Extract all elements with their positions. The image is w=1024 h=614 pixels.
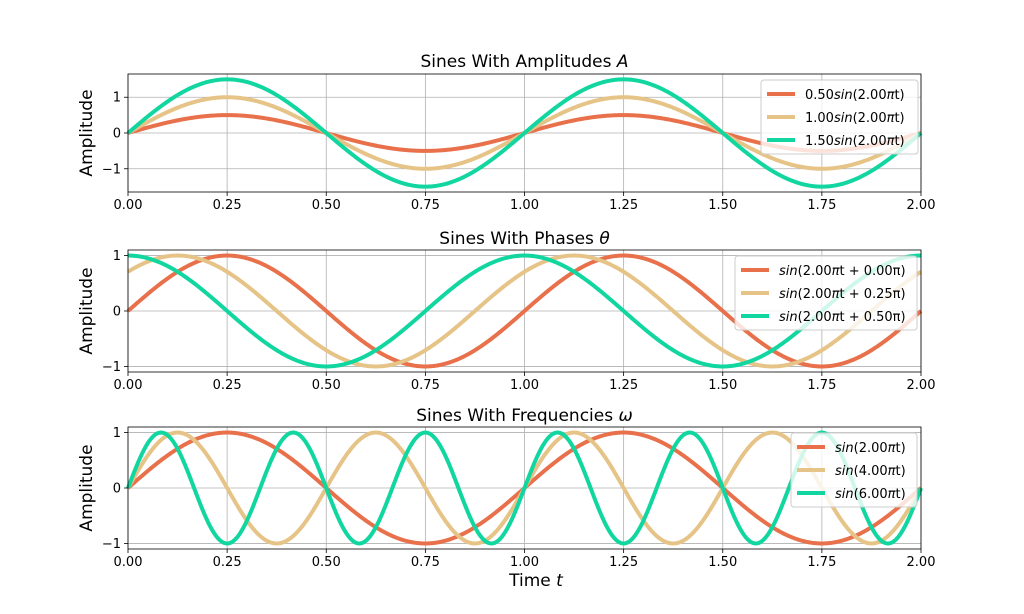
x-tick-label: 1.75: [807, 198, 836, 213]
y-tick-label: 0: [113, 127, 121, 142]
legend: sin(2.00πt) sin(4.00πt) sin(6.00πt): [790, 432, 918, 508]
x-tick-label: 0.75: [411, 198, 440, 213]
x-tick-label: 1.00: [510, 198, 539, 213]
chart-panel-1: 0.00 0.25 0.50 0.75 1.00 1.25 1.50 1.75 2.00 1 0 −1…: [77, 52, 935, 213]
legend-entry: 0.50sin(2.00πt): [805, 88, 905, 103]
figure-xlabel: Time t: [508, 571, 564, 591]
x-tick-label: 1.50: [708, 555, 737, 570]
legend-entry: sin(2.00πt): [835, 441, 906, 456]
legend-entry: sin(6.00πt): [835, 487, 906, 502]
x-tick-label: 1.00: [510, 378, 539, 393]
x-tick-label: 1.00: [510, 555, 539, 570]
legend-frame: [760, 79, 919, 155]
legend-entry: sin(2.00πt + 0.50π): [779, 310, 906, 325]
y-tick-label: −1: [102, 537, 121, 552]
chart-title: Sines With Frequencies ω: [416, 406, 632, 426]
x-tick-label: 0.00: [114, 198, 143, 213]
x-tick-label: 0.00: [114, 555, 143, 570]
x-tick-label: 1.75: [807, 378, 836, 393]
legend-frame: [734, 255, 918, 331]
y-tick-label: 0: [113, 482, 121, 497]
legend-entry: sin(2.00πt + 0.00π): [779, 264, 906, 279]
legend-entry: sin(4.00πt): [835, 464, 906, 479]
chart-panel-2: 0.00 0.25 0.50 0.75 1.00 1.25 1.50 1.75 2.00 1 0 −1…: [77, 229, 935, 393]
x-tick-label: 1.25: [609, 198, 638, 213]
legend: sin(2.00πt + 0.00π) sin(2.00πt + 0.25π) si…: [734, 255, 918, 331]
legend-entry: 1.00sin(2.00πt): [805, 111, 905, 126]
legend: 0.50sin(2.00πt) 1.00sin(2.00πt) 1.50sin(2.…: [760, 79, 919, 155]
x-tick-label: 0.25: [213, 555, 242, 570]
series-line-2: [126, 253, 923, 369]
y-tick-label: 1: [113, 426, 121, 441]
y-tick-label: 1: [113, 91, 121, 106]
series-line-3: [126, 430, 923, 546]
series-line-1: [126, 253, 923, 369]
x-tick-label: 1.50: [708, 378, 737, 393]
series-line-3: [127, 253, 922, 369]
x-tick-label: 1.25: [609, 555, 638, 570]
x-tick-label: 1.25: [609, 378, 638, 393]
chart-title: Sines With Phases θ: [439, 229, 610, 249]
x-tick-label: 0.50: [312, 198, 341, 213]
x-tick-label: 1.50: [708, 198, 737, 213]
x-tick-label: 1.75: [807, 555, 836, 570]
chart-title: Sines With Amplitudes A: [420, 52, 628, 72]
y-tick-label: −1: [102, 360, 121, 375]
x-tick-label: 2.00: [907, 198, 936, 213]
y-tick-label: −1: [102, 162, 121, 177]
x-tick-label: 0.75: [411, 378, 440, 393]
y-axis-label: Amplitude: [77, 89, 97, 176]
y-axis-label: Amplitude: [77, 267, 97, 354]
x-tick-label: 2.00: [907, 555, 936, 570]
x-tick-label: 0.50: [312, 555, 341, 570]
chart-panel-3: 0.00 0.25 0.50 0.75 1.00 1.25 1.50 1.75 2.00 1 0 −1…: [77, 406, 935, 570]
y-axis-label: Amplitude: [77, 444, 97, 531]
x-tick-label: 0.50: [312, 378, 341, 393]
x-tick-label: 0.00: [114, 378, 143, 393]
series-line-3: [126, 77, 923, 189]
x-tick-label: 0.25: [213, 198, 242, 213]
y-tick-label: 1: [113, 249, 121, 264]
x-tick-label: 2.00: [907, 378, 936, 393]
x-tick-label: 0.25: [213, 378, 242, 393]
x-tick-label: 0.75: [411, 555, 440, 570]
legend-entry: sin(2.00πt + 0.25π): [779, 287, 906, 302]
legend-entry: 1.50sin(2.00πt): [805, 134, 905, 149]
y-tick-label: 0: [113, 305, 121, 320]
legend-frame: [790, 432, 918, 508]
